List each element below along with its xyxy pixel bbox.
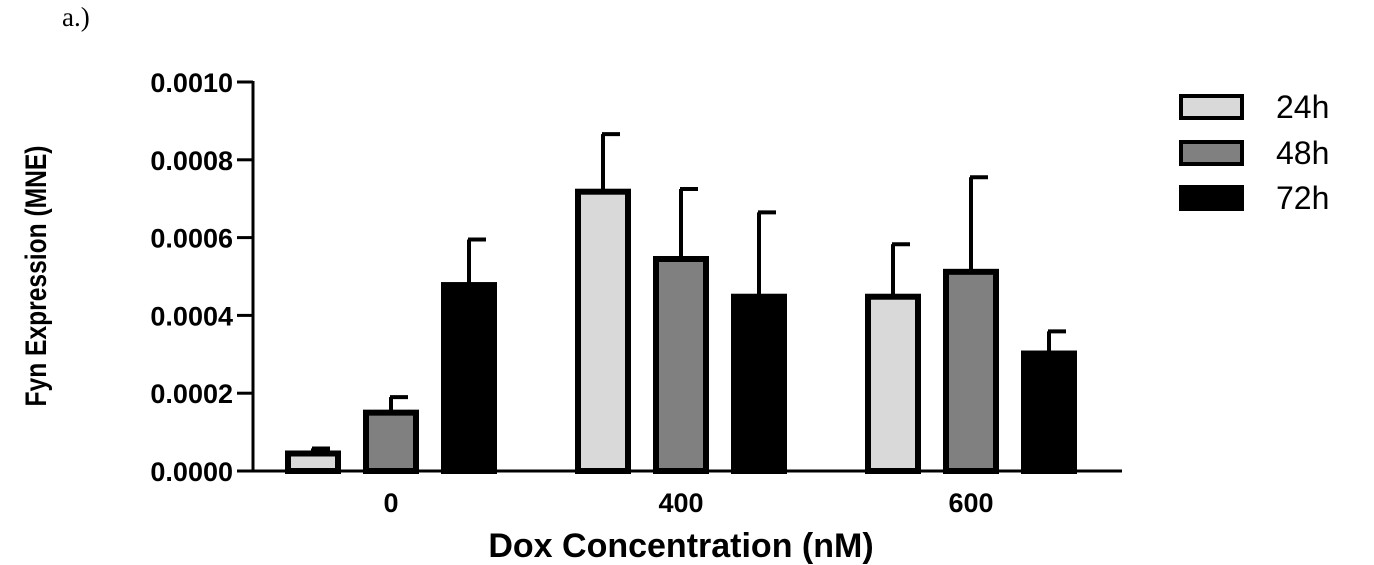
legend-label: 72h: [1276, 180, 1329, 216]
bar-24h-400: [575, 188, 631, 474]
bar-72h-600: [1021, 350, 1077, 474]
bar-48h-0: [363, 409, 419, 474]
x-tick-label: 600: [948, 488, 993, 518]
legend-swatch-24h: [1179, 94, 1244, 120]
bar-24h-0: [285, 450, 341, 474]
y-tick-label: 0.0000: [150, 457, 233, 487]
bar-24h-600: [865, 293, 921, 474]
panel-label: a.): [62, 2, 90, 32]
legend-swatch-72h: [1179, 185, 1244, 211]
y-axis-title: Fyn Expression (MNE): [19, 146, 53, 407]
x-tick-label: 400: [658, 488, 703, 518]
axes-layer: 0.0000 0.0002 0.0004 0.0006 0.0008 0.0010 0 400…: [150, 68, 1122, 518]
legend: 24h 48h 72h: [1179, 89, 1329, 216]
legend-label: 48h: [1276, 135, 1329, 171]
x-tick-label: 0: [383, 488, 398, 518]
y-tick-label: 0.0004: [150, 301, 233, 331]
bars-layer: [285, 132, 1077, 475]
bar-48h-600: [943, 268, 999, 474]
x-axis-title: Dox Concentration (nM): [488, 527, 873, 565]
bar-72h-0: [441, 282, 497, 475]
y-tick-label: 0.0006: [150, 224, 233, 254]
bar-48h-400: [653, 255, 709, 474]
legend-swatch-48h: [1179, 140, 1244, 166]
y-tick-label: 0.0008: [150, 146, 233, 176]
y-tick-label: 0.0010: [150, 68, 233, 98]
y-tick-label: 0.0002: [150, 379, 233, 409]
bar-72h-400: [731, 293, 787, 474]
legend-label: 24h: [1276, 89, 1329, 125]
